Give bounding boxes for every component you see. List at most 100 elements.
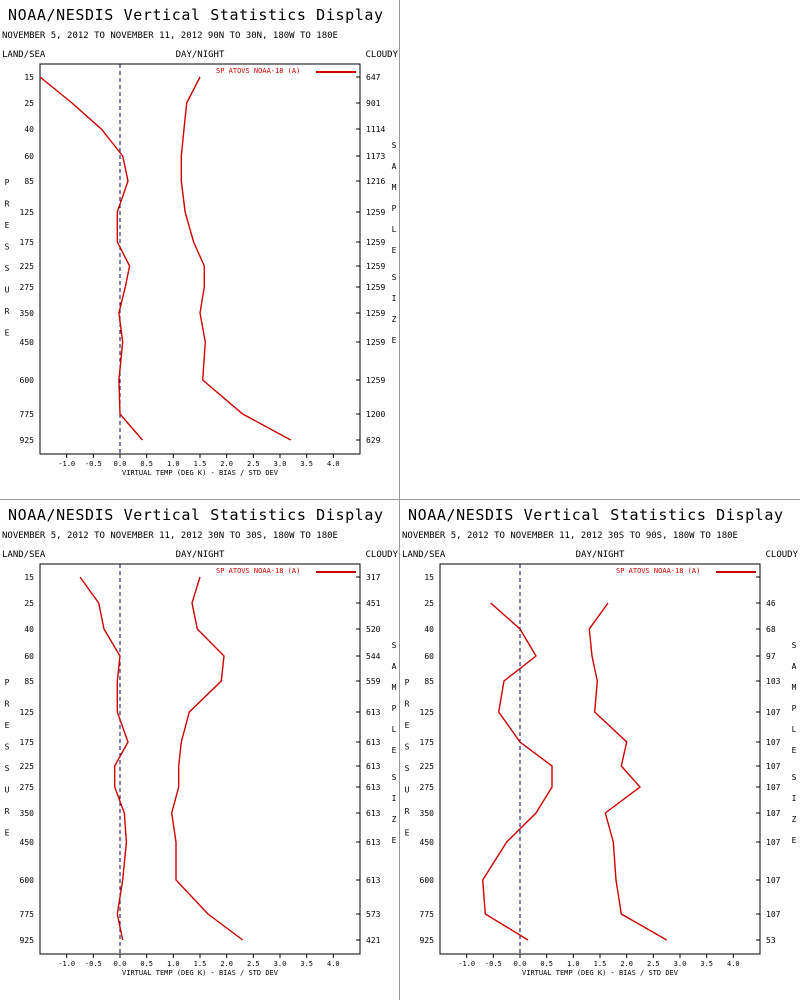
- pressure-tick-label: 775: [420, 910, 435, 919]
- sample-size-label: 1259: [366, 283, 385, 292]
- sample-size-axis-letter: E: [392, 836, 397, 845]
- chart-title: NOAA/NESDIS Vertical Statistics Display: [8, 6, 384, 24]
- land-sea-label: LAND/SEA: [2, 550, 46, 560]
- x-tick-label: 3.5: [700, 960, 713, 968]
- pressure-axis-letter: S: [5, 243, 10, 252]
- sample-size-label: 1200: [366, 410, 385, 419]
- pressure-axis-letter: R: [405, 700, 410, 709]
- chart-title: NOAA/NESDIS Vertical Statistics Display: [8, 506, 384, 524]
- vertical-divider-bottom: [399, 499, 400, 1000]
- pressure-tick-label: 600: [20, 376, 35, 385]
- series-line-std-dev: [588, 602, 668, 941]
- sample-size-label: 1259: [366, 208, 385, 217]
- x-tick-label: 0.0: [114, 960, 127, 968]
- pressure-tick-label: 925: [20, 436, 35, 445]
- x-tick-label: 2.5: [647, 960, 660, 968]
- pressure-axis-letter: E: [5, 829, 10, 838]
- x-tick-label: 1.0: [167, 960, 180, 968]
- sample-size-label: 53: [766, 936, 776, 945]
- sample-size-label: 520: [366, 625, 381, 634]
- cloudy-label: CLOUDY: [765, 550, 798, 560]
- sample-size-axis-letter: P: [392, 204, 397, 213]
- x-tick-label: 2.0: [220, 460, 233, 468]
- sample-size-label: 107: [766, 783, 781, 792]
- sample-size-axis-letter: L: [792, 725, 797, 734]
- chart-panel-south: NOAA/NESDIS Vertical Statistics Display N…: [402, 506, 799, 977]
- pressure-axis-letter: U: [5, 786, 10, 795]
- pressure-tick-label: 15: [424, 573, 434, 582]
- x-tick-label: 1.0: [567, 960, 580, 968]
- pressure-axis-letter: S: [5, 743, 10, 752]
- sample-size-axis-letter: I: [792, 794, 797, 803]
- sample-size-label: 421: [366, 936, 381, 945]
- sample-size-label: 1259: [366, 262, 385, 271]
- x-tick-label: -1.0: [458, 960, 475, 968]
- sample-size-label: 107: [766, 738, 781, 747]
- chart-title: NOAA/NESDIS Vertical Statistics Display: [408, 506, 784, 524]
- pressure-tick-label: 275: [20, 283, 35, 292]
- sample-size-axis-letter: I: [392, 294, 397, 303]
- x-tick-label: 0.0: [514, 960, 527, 968]
- pressure-axis-letter: S: [405, 764, 410, 773]
- x-tick-label: 1.5: [194, 960, 207, 968]
- pressure-tick-label: 85: [424, 677, 434, 686]
- x-tick-label: -1.0: [58, 960, 75, 968]
- pressure-tick-label: 275: [420, 783, 435, 792]
- pressure-axis-letter: E: [405, 829, 410, 838]
- pressure-tick-label: 450: [20, 838, 35, 847]
- sample-size-label: 573: [366, 910, 381, 919]
- sample-size-axis-letter: Z: [392, 315, 397, 324]
- vertical-divider-top: [399, 0, 400, 499]
- sample-size-label: 647: [366, 73, 381, 82]
- pressure-tick-label: 125: [20, 708, 35, 717]
- sample-size-label: 1216: [366, 177, 385, 186]
- pressure-tick-label: 600: [20, 876, 35, 885]
- sample-size-label: 68: [766, 625, 776, 634]
- sample-size-axis-letter: E: [792, 836, 797, 845]
- pressure-tick-label: 40: [24, 625, 34, 634]
- sample-size-label: 97: [766, 652, 776, 661]
- pressure-tick-label: 60: [424, 652, 434, 661]
- series-line-bias: [481, 602, 553, 941]
- pressure-tick-label: 125: [420, 708, 435, 717]
- sample-size-label: 107: [766, 708, 781, 717]
- legend-label: SP ATOVS NOAA-18 (A): [616, 567, 700, 575]
- x-tick-label: -0.5: [485, 960, 502, 968]
- x-axis-label: VIRTUAL TEMP (DEG K) - BIAS / STD DEV: [522, 969, 679, 977]
- pressure-axis-letter: E: [5, 221, 10, 230]
- sample-size-axis-letter: M: [392, 683, 397, 692]
- sample-size-label: 317: [366, 573, 381, 582]
- legend-label: SP ATOVS NOAA-18 (A): [216, 567, 300, 575]
- pressure-tick-label: 450: [20, 338, 35, 347]
- chart-subtitle: NOVEMBER 5, 2012 TO NOVEMBER 11, 2012 30…: [2, 531, 338, 541]
- sample-size-axis-letter: E: [392, 246, 397, 255]
- series-line-std-dev: [170, 576, 244, 941]
- sample-size-axis-letter: Z: [392, 815, 397, 824]
- sample-size-label: 107: [766, 876, 781, 885]
- series-line-std-dev: [180, 76, 292, 441]
- x-tick-label: 3.0: [274, 960, 287, 968]
- sample-size-axis-letter: I: [392, 794, 397, 803]
- plot-area: [39, 63, 361, 455]
- land-sea-label: LAND/SEA: [402, 550, 446, 560]
- sample-size-axis-letter: L: [392, 725, 397, 734]
- pressure-axis-letter: E: [5, 329, 10, 338]
- plot-area: [39, 563, 361, 955]
- x-tick-label: 4.0: [727, 960, 740, 968]
- pressure-axis-letter: R: [5, 200, 10, 209]
- chart-subtitle: NOVEMBER 5, 2012 TO NOVEMBER 11, 2012 30…: [402, 531, 738, 541]
- sample-size-label: 629: [366, 436, 381, 445]
- pressure-axis-letter: S: [405, 743, 410, 752]
- pressure-axis-letter: P: [5, 178, 10, 187]
- x-tick-label: 2.0: [220, 960, 233, 968]
- pressure-tick-label: 25: [424, 599, 434, 608]
- sample-size-axis-letter: S: [392, 141, 397, 150]
- pressure-axis-letter: U: [5, 286, 10, 295]
- sample-size-label: 107: [766, 809, 781, 818]
- x-tick-label: 3.5: [300, 460, 313, 468]
- cloudy-label: CLOUDY: [365, 50, 398, 60]
- sample-size-label: 613: [366, 708, 381, 717]
- pressure-axis-letter: R: [5, 700, 10, 709]
- sample-size-axis-letter: E: [392, 746, 397, 755]
- pressure-tick-label: 15: [24, 573, 34, 582]
